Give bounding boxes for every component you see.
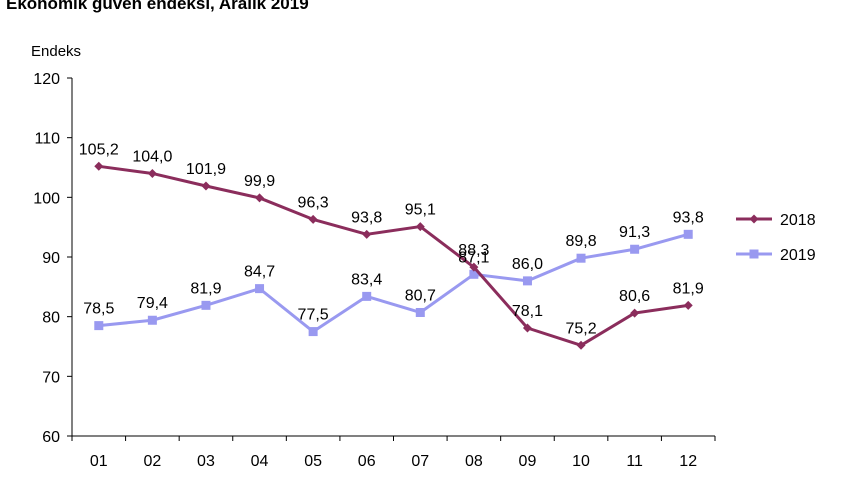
- series-line-2019: [98, 232, 689, 334]
- data-label-2018-05: 96,3: [298, 194, 329, 211]
- data-label-2019-09: 86,0: [512, 256, 543, 273]
- data-label-2019-08: 87,1: [458, 249, 489, 266]
- series-line-2018: [98, 164, 689, 347]
- legend-marker-2019: [749, 249, 759, 259]
- y-tick-label: 70: [42, 369, 60, 386]
- data-label-2019-05: 77,5: [298, 307, 329, 324]
- data-label-2019-02: 79,4: [137, 295, 168, 312]
- x-tick-label: 11: [626, 453, 643, 470]
- legend-label-2019: 2019: [780, 247, 816, 264]
- data-label-2019-10: 89,8: [565, 233, 596, 250]
- series-layer: [94, 161, 693, 350]
- data-label-layer: 105,2 104,0 101,9 99,9 96,3 93,8 95,1 88,3 78,1 7…: [79, 141, 704, 337]
- y-tick-label: 80: [42, 310, 60, 327]
- data-point-2019-05: [308, 327, 318, 337]
- x-tick-label: 05: [304, 453, 322, 470]
- legend: 2018 2019: [736, 212, 816, 264]
- data-point-2019-08: [469, 269, 479, 279]
- x-tick-label: 12: [679, 453, 697, 470]
- data-point-2019-09: [522, 276, 532, 286]
- y-axis-title: Endeks: [31, 43, 81, 60]
- data-label-2019-04: 84,7: [244, 264, 275, 281]
- data-label-2019-06: 83,4: [351, 271, 382, 288]
- data-point-2018-06: [362, 229, 372, 239]
- data-label-2018-08: 88,3: [458, 242, 489, 259]
- legend-label-2018: 2018: [780, 212, 816, 229]
- x-tick-label: 01: [90, 453, 108, 470]
- data-point-2019-12: [683, 229, 693, 239]
- data-point-2018-11: [630, 308, 640, 318]
- y-tick-label: 120: [33, 71, 60, 88]
- data-point-2019-07: [415, 307, 425, 317]
- data-label-2018-03: 101,9: [186, 161, 226, 178]
- chart-title: Ekonomik güven endeksi, Aralık 2019: [6, 0, 309, 13]
- y-tick-label: 100: [33, 190, 60, 207]
- data-label-2018-02: 104,0: [132, 148, 172, 165]
- data-point-2018-02: [147, 168, 157, 178]
- x-tick-label: 02: [143, 453, 161, 470]
- legend-marker-2018: [749, 214, 759, 224]
- data-label-2018-01: 105,2: [79, 141, 119, 158]
- x-tick-label: 08: [465, 453, 483, 470]
- data-point-2019-11: [630, 244, 640, 254]
- data-label-2019-11: 91,3: [619, 224, 650, 241]
- data-point-2018-07: [415, 222, 425, 232]
- data-label-2018-04: 99,9: [244, 173, 275, 190]
- data-label-2018-10: 75,2: [565, 320, 596, 337]
- data-point-2019-04: [255, 284, 265, 294]
- data-point-2018-03: [201, 181, 211, 191]
- data-point-2018-04: [255, 193, 265, 203]
- x-tick-label: 03: [197, 453, 215, 470]
- x-tick-label: 09: [519, 453, 537, 470]
- axes: 60 70 80 90 100 110 120 01 02 03 04 05 06 07 08 09 10 11 1…: [33, 71, 716, 470]
- data-point-2018-05: [308, 214, 318, 224]
- data-label-2018-12: 81,9: [673, 280, 704, 297]
- x-tick-label: 06: [358, 453, 376, 470]
- data-label-2019-01: 78,5: [83, 301, 114, 318]
- data-label-2018-09: 78,1: [512, 303, 543, 320]
- y-tick-label: 90: [42, 250, 60, 267]
- data-point-2018-08: [469, 262, 479, 272]
- x-tick-label: 10: [572, 453, 590, 470]
- data-label-2018-11: 80,6: [619, 288, 650, 305]
- data-point-2019-01: [94, 321, 104, 331]
- y-tick-label: 60: [42, 429, 60, 446]
- data-point-2018-01: [94, 161, 104, 171]
- data-point-2019-10: [576, 253, 586, 263]
- data-label-2018-07: 95,1: [405, 202, 436, 219]
- x-tick-label: 07: [411, 453, 429, 470]
- data-point-2019-06: [362, 291, 372, 301]
- data-point-2019-02: [147, 315, 157, 325]
- data-label-2018-06: 93,8: [351, 209, 382, 226]
- data-point-2018-12: [683, 300, 693, 310]
- data-label-2019-07: 80,7: [405, 287, 436, 304]
- x-tick-label: 04: [251, 453, 269, 470]
- data-point-2018-10: [576, 340, 586, 350]
- data-point-2018-09: [522, 323, 532, 333]
- data-label-2019-12: 93,8: [673, 209, 704, 226]
- y-tick-label: 110: [34, 131, 60, 148]
- data-label-2019-03: 81,9: [190, 280, 221, 297]
- data-point-2019-03: [201, 300, 211, 310]
